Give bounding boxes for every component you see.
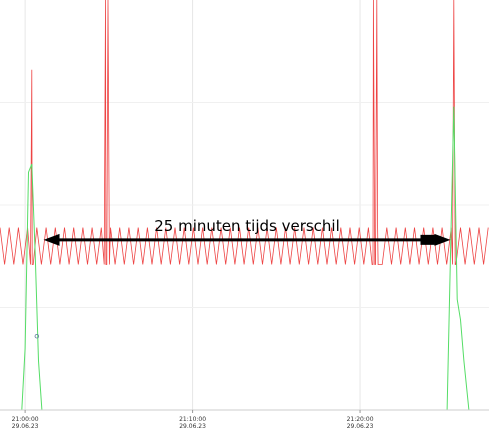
annotation-arrow-head-right: [434, 233, 451, 246]
x-tick-label-time-0: 21:00:00: [12, 416, 39, 423]
annotation: 25 minuten tijds verschil: [43, 217, 451, 246]
x-tick-label-date-2: 29.06.23: [347, 423, 374, 428]
x-tick-label-date-0: 29.06.23: [12, 423, 39, 428]
annotation-arrow-head-left: [43, 233, 60, 246]
x-tick-label-time-2: 21:20:00: [347, 416, 374, 423]
x-axis: 21:00:0029.06.2321:10:0029.06.2321:20:00…: [0, 409, 489, 428]
grid: [0, 0, 489, 410]
x-tick-label-time-1: 21:10:00: [179, 416, 206, 423]
x-tick-label-date-1: 29.06.23: [179, 423, 206, 428]
annotation-text: 25 minuten tijds verschil: [154, 217, 340, 235]
series-green-marker: [34, 334, 40, 339]
annotation-arrow-block-right: [420, 234, 435, 245]
